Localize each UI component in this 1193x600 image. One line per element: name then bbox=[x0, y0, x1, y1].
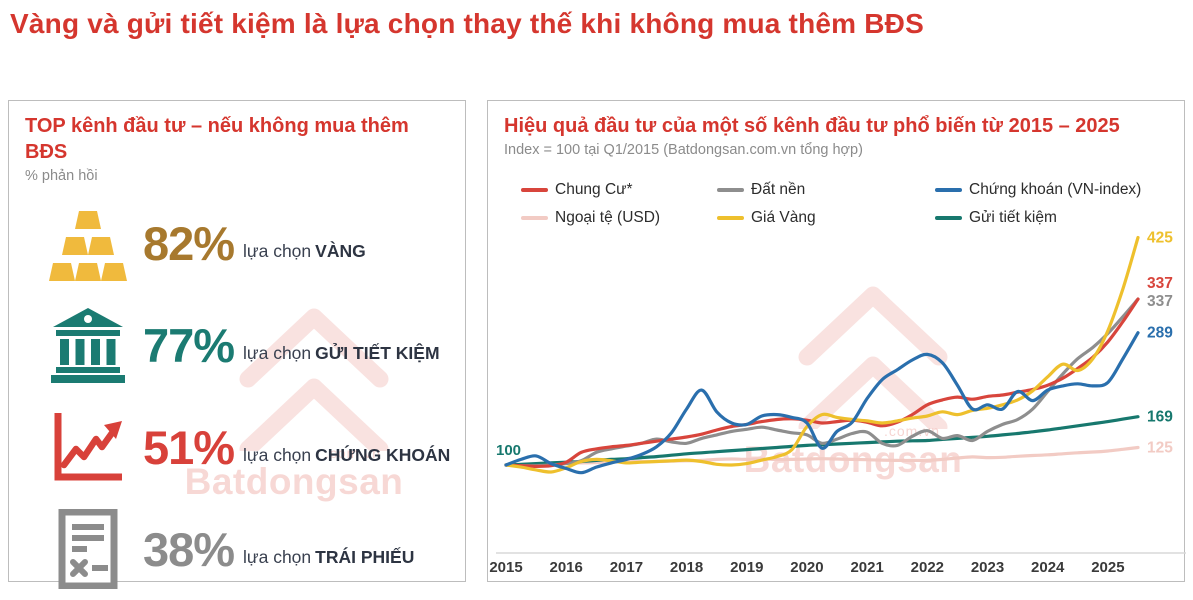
legend-item: Ngoại tệ (USD) bbox=[521, 209, 717, 227]
legend-item: Đất nền bbox=[717, 181, 935, 199]
stat-list: 82% lựa chọn VÀNG bbox=[9, 192, 465, 600]
stat-percent: 51% bbox=[143, 420, 235, 474]
stat-row-gold: 82% lựa chọn VÀNG bbox=[9, 192, 465, 294]
stat-percent: 77% bbox=[143, 318, 235, 372]
x-axis-label: 2023 bbox=[971, 559, 1004, 576]
x-axis-label: 2020 bbox=[790, 559, 823, 576]
end-value-label: 125 bbox=[1147, 440, 1173, 457]
end-value-label: 337 bbox=[1147, 293, 1173, 310]
stat-row-bonds: 38% lựa chọn TRÁI PHIẾU bbox=[9, 498, 465, 600]
legend-marker bbox=[717, 216, 744, 220]
x-axis-label: 2024 bbox=[1031, 559, 1065, 576]
legend-marker bbox=[935, 188, 962, 192]
bank-icon bbox=[33, 305, 143, 385]
legend-item: Chung Cư* bbox=[521, 181, 717, 199]
stat-percent: 38% bbox=[143, 522, 235, 576]
legend-marker bbox=[935, 216, 962, 220]
legend-marker bbox=[717, 188, 744, 192]
chart-subtitle: Index = 100 tại Q1/2015 (Batdongsan.com.… bbox=[504, 142, 863, 158]
end-value-label: 289 bbox=[1147, 325, 1173, 342]
x-axis-label: 2016 bbox=[550, 559, 583, 576]
stat-label: lựa chọn TRÁI PHIẾU bbox=[243, 546, 415, 567]
legend-marker bbox=[521, 216, 548, 220]
legend-label: Chung Cư* bbox=[555, 181, 633, 198]
stock-chart-icon bbox=[33, 407, 143, 487]
legend-label: Đất nền bbox=[751, 181, 806, 198]
legend-item: Giá Vàng bbox=[717, 209, 935, 227]
gold-bars-icon bbox=[33, 203, 143, 283]
right-panel: .com.vn Batdongsan Hiệu quả đầu tư của m… bbox=[487, 100, 1186, 582]
left-panel-title: TOP kênh đầu tư – nếu không mua thêm BĐS bbox=[25, 115, 409, 163]
x-axis-label: 2015 bbox=[489, 559, 522, 576]
stat-row-savings: 77% lựa chọn GỬI TIẾT KIỆM bbox=[9, 294, 465, 396]
legend-marker bbox=[521, 188, 548, 192]
series-line-5 bbox=[504, 235, 1140, 474]
start-value-label: 100 bbox=[496, 442, 521, 459]
bond-document-icon bbox=[33, 509, 143, 589]
main-title: Vàng và gửi tiết kiệm là lựa chọn thay t… bbox=[10, 8, 924, 39]
x-axis-label: 2021 bbox=[850, 559, 883, 576]
x-axis-label: 2018 bbox=[670, 559, 703, 576]
chart-legend: Chung Cư* Đất nền Chứng khoán (VN-index) Ng… bbox=[521, 176, 1184, 232]
legend-label: Gửi tiết kiệm bbox=[969, 209, 1057, 226]
chart-title: Hiệu quả đầu tư của một số kênh đầu tư p… bbox=[504, 115, 1120, 137]
series-line-3 bbox=[504, 331, 1140, 475]
x-axis-label: 2019 bbox=[730, 559, 763, 576]
end-value-label: 169 bbox=[1147, 409, 1173, 426]
legend-label: Ngoại tệ (USD) bbox=[555, 209, 661, 226]
legend-item: Gửi tiết kiệm bbox=[935, 209, 1184, 227]
series-line-2 bbox=[504, 297, 1140, 468]
stat-label: lựa chọn CHỨNG KHOÁN bbox=[243, 444, 451, 465]
performance-chart: 2015 2016 2017 2018 2019 2020 2021 2022 2023 2024… bbox=[489, 230, 1186, 576]
legend-label: Chứng khoán (VN-index) bbox=[969, 181, 1142, 198]
stat-label: lựa chọn VÀNG bbox=[243, 240, 366, 261]
x-axis-label: 2025 bbox=[1091, 559, 1124, 576]
left-panel-subtitle: % phản hồi bbox=[25, 168, 98, 184]
stat-row-stocks: 51% lựa chọn CHỨNG KHOÁN bbox=[9, 396, 465, 498]
x-axis-label: 2022 bbox=[911, 559, 944, 576]
left-panel: .com.vn Batdongsan TOP kênh đầu tư – nếu… bbox=[8, 100, 466, 589]
stat-percent: 82% bbox=[143, 216, 235, 270]
end-value-label: 337 bbox=[1147, 275, 1173, 292]
legend-item: Chứng khoán (VN-index) bbox=[935, 181, 1184, 199]
legend-label: Giá Vàng bbox=[751, 209, 816, 226]
end-value-label: 425 bbox=[1147, 230, 1173, 247]
stat-label: lựa chọn GỬI TIẾT KIỆM bbox=[243, 342, 440, 363]
x-axis-label: 2017 bbox=[610, 559, 643, 576]
